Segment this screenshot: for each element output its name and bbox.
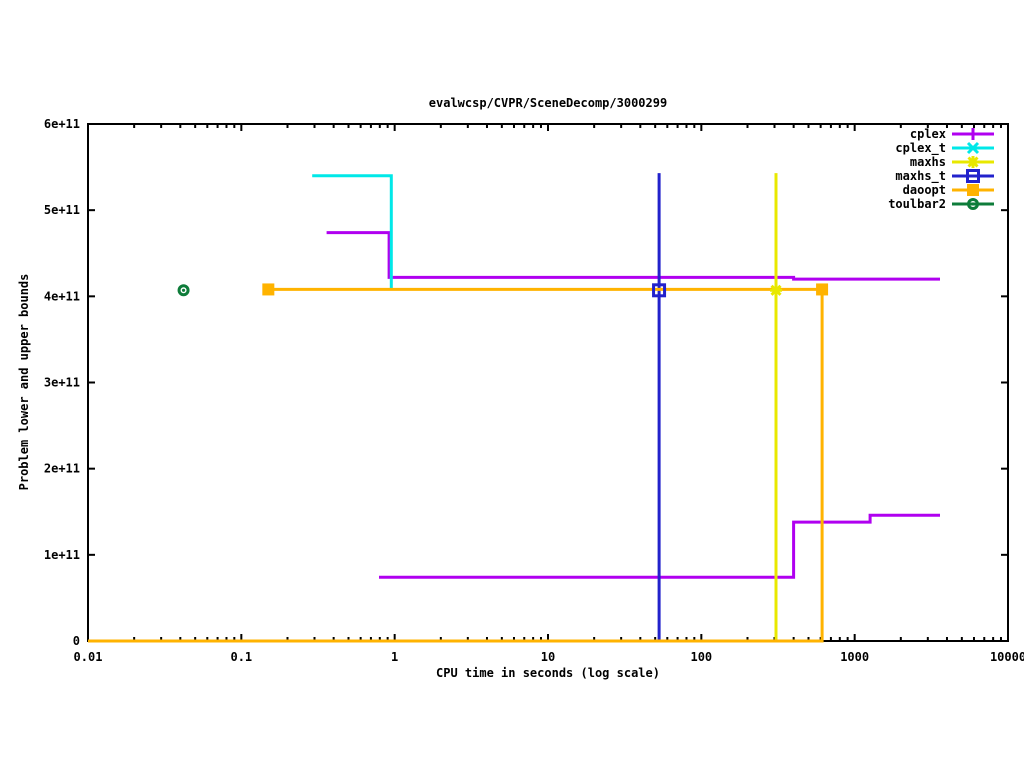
chart-title: evalwcsp/CVPR/SceneDecomp/3000299	[429, 96, 667, 110]
legend-label-maxhs: maxhs	[910, 155, 946, 169]
y-tick-label: 3e+11	[44, 376, 80, 390]
y-tick-label: 6e+11	[44, 117, 80, 131]
legend-label-cplex: cplex	[910, 127, 946, 141]
x-tick-label: 10	[541, 650, 555, 664]
legend-label-cplex_t: cplex_t	[895, 141, 946, 156]
legend-marker-toulbar2	[967, 198, 979, 210]
series-marker-toulbar2	[177, 284, 190, 297]
series-marker-maxhs	[770, 284, 783, 297]
series-line-cplex	[379, 513, 940, 579]
legend-label-maxhs_t: maxhs_t	[895, 169, 946, 184]
series-marker-toulbar2	[181, 288, 186, 292]
legend-marker-maxhs_t	[966, 169, 980, 183]
legend-marker-toulbar2	[971, 202, 975, 206]
legend-marker-daoopt	[967, 184, 979, 196]
series-line-cplex	[326, 231, 940, 281]
y-tick-label: 4e+11	[44, 289, 80, 303]
legend-label-toulbar2: toulbar2	[888, 197, 946, 211]
series-marker-daoopt	[816, 283, 829, 296]
plot-generated: 0.01 0.1 1 10 100 1000 10000 0 1e+11 2e+11 3e+11 4e…	[44, 117, 1024, 664]
legend-label-daoopt: daoopt	[903, 183, 946, 197]
x-tick-label: 0.01	[74, 650, 103, 664]
series-line-daoopt	[88, 289, 824, 643]
x-tick-label: 0.1	[230, 650, 252, 664]
y-tick-label: 5e+11	[44, 203, 80, 217]
x-axis-label: CPU time in seconds (log scale)	[436, 666, 660, 680]
x-tick-label: 1	[391, 650, 398, 664]
y-tick-label: 0	[73, 634, 80, 648]
x-tick-label: 10000	[990, 650, 1024, 664]
legend-marker-cplex_t	[966, 141, 980, 155]
plot-border	[87, 123, 1009, 642]
series-line-cplex_t	[312, 174, 393, 291]
y-tick-label: 2e+11	[44, 462, 80, 476]
x-tick-label: 1000	[840, 650, 869, 664]
series-marker-maxhs_t	[652, 283, 667, 298]
legend-marker-cplex	[967, 128, 979, 140]
y-axis-label: Problem lower and upper bounds	[17, 274, 31, 491]
x-tick-label: 100	[690, 650, 712, 664]
legend-marker-maxhs	[967, 156, 979, 168]
series-marker-daoopt	[262, 283, 275, 296]
y-tick-label: 1e+11	[44, 548, 80, 562]
